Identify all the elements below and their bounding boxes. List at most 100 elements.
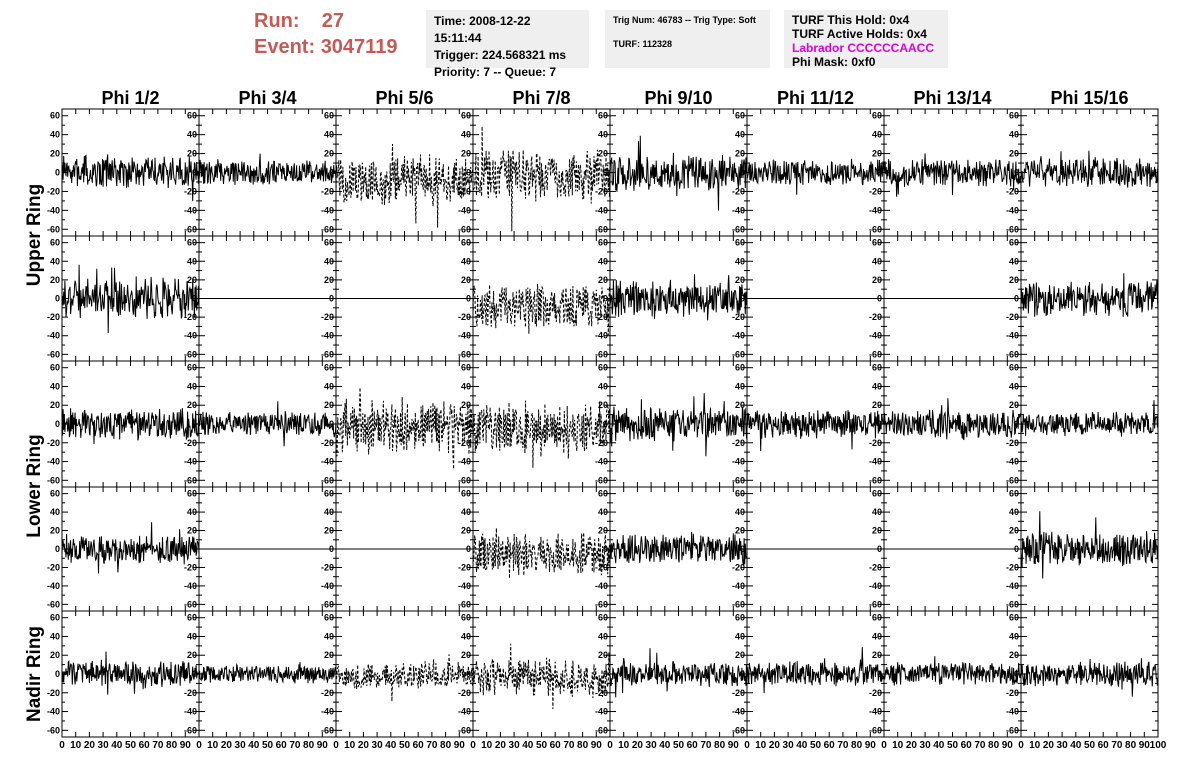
y-tick-label: 20 <box>598 526 608 536</box>
y-tick-label: 20 <box>50 400 60 410</box>
y-tick-label: 40 <box>187 381 197 391</box>
waveform-trace <box>1020 273 1159 317</box>
y-tick-label: 20 <box>735 275 745 285</box>
x-tick-label: 30 <box>646 740 658 751</box>
waveform-trace <box>1020 658 1159 697</box>
x-tick-label: 50 <box>1084 740 1096 751</box>
y-tick-label: 40 <box>735 631 745 641</box>
y-tick-label: 0 <box>329 168 334 178</box>
y-tick-label: -20 <box>732 688 745 698</box>
y-tick-label: 40 <box>735 507 745 517</box>
y-tick-label: -20 <box>732 562 745 572</box>
y-tick-label: 60 <box>461 111 471 121</box>
y-tick-label: 60 <box>187 613 197 623</box>
y-tick-label: 0 <box>877 168 882 178</box>
x-tick-label: 20 <box>221 740 233 751</box>
y-tick-label: 60 <box>1009 111 1019 121</box>
x-tick-label: 10 <box>755 740 767 751</box>
y-tick-label: -20 <box>869 312 882 322</box>
waveform-trace <box>335 654 474 702</box>
y-tick-label: 20 <box>461 526 471 536</box>
run-event-block: Run: 27 Event: 3047119 <box>254 8 397 60</box>
y-tick-label: 40 <box>461 631 471 641</box>
y-tick-label: 20 <box>598 650 608 660</box>
y-tick-label: -60 <box>458 599 471 609</box>
trig-num-line: Trig Num: 46783 -- Trig Type: Soft <box>613 15 756 25</box>
y-tick-label: 40 <box>461 256 471 266</box>
y-tick-label: -60 <box>1006 224 1019 234</box>
y-tick-label: -20 <box>321 312 334 322</box>
y-tick-label: -20 <box>47 186 60 196</box>
y-tick-label: -20 <box>184 312 197 322</box>
y-tick-label: 60 <box>187 363 197 373</box>
x-tick-label: 80 <box>714 740 726 751</box>
y-tick-label: 0 <box>55 669 60 679</box>
x-tick-label: 20 <box>1043 740 1055 751</box>
y-tick-label: -40 <box>869 205 882 215</box>
x-tick-label: 40 <box>385 740 397 751</box>
y-tick-label: 20 <box>598 149 608 159</box>
y-tick-label: -20 <box>458 312 471 322</box>
x-tick-label: 30 <box>783 740 795 751</box>
y-tick-label: 0 <box>1014 419 1019 429</box>
y-tick-label: -60 <box>595 224 608 234</box>
y-tick-label: 60 <box>461 363 471 373</box>
x-tick-label: 20 <box>495 740 507 751</box>
y-tick-label: -60 <box>184 599 197 609</box>
x-tick-label: 60 <box>824 740 836 751</box>
y-tick-label: 60 <box>735 111 745 121</box>
y-tick-label: 20 <box>1009 650 1019 660</box>
y-tick-label: -60 <box>732 599 745 609</box>
y-tick-label: 60 <box>324 238 334 248</box>
y-tick-label: -20 <box>458 562 471 572</box>
y-tick-label: 40 <box>461 130 471 140</box>
y-tick-label: 20 <box>735 149 745 159</box>
y-tick-label: 20 <box>461 400 471 410</box>
x-tick-label: 50 <box>536 740 548 751</box>
y-tick-label: -20 <box>595 688 608 698</box>
y-tick-label: 0 <box>740 669 745 679</box>
y-tick-label: 40 <box>50 130 60 140</box>
y-tick-label: -20 <box>1006 562 1019 572</box>
waveform-trace <box>883 656 1022 686</box>
column-header: Phi 7/8 <box>512 88 570 108</box>
y-tick-label: 60 <box>187 111 197 121</box>
y-tick-label: 20 <box>735 650 745 660</box>
x-tick-label: 10 <box>207 740 219 751</box>
waveform-trace <box>472 400 611 468</box>
y-tick-label: 60 <box>1009 363 1019 373</box>
y-tick-label: 0 <box>55 419 60 429</box>
waveform-trace <box>472 126 611 232</box>
y-tick-label: 60 <box>187 489 197 499</box>
y-tick-label: 40 <box>1009 631 1019 641</box>
y-tick-label: -40 <box>732 331 745 341</box>
y-tick-label: -20 <box>732 186 745 196</box>
y-tick-label: 40 <box>872 256 882 266</box>
y-tick-label: 20 <box>872 526 882 536</box>
y-tick-label: -40 <box>47 331 60 341</box>
priority-line: Priority: 7 -- Queue: 7 <box>434 65 557 79</box>
y-tick-label: 60 <box>50 238 60 248</box>
y-tick-label: 40 <box>735 256 745 266</box>
x-tick-label: 30 <box>920 740 932 751</box>
x-tick-label: 70 <box>152 740 164 751</box>
y-tick-label: 40 <box>598 256 608 266</box>
x-tick-label: 90 <box>1002 740 1014 751</box>
y-tick-label: 60 <box>324 363 334 373</box>
y-tick-label: 20 <box>324 526 334 536</box>
y-tick-label: 60 <box>50 489 60 499</box>
y-tick-label: -20 <box>458 438 471 448</box>
y-tick-label: -60 <box>321 349 334 359</box>
y-tick-label: -20 <box>595 312 608 322</box>
y-tick-label: -40 <box>1006 707 1019 717</box>
x-tick-label: 60 <box>550 740 562 751</box>
y-tick-label: -60 <box>1006 475 1019 485</box>
x-tick-label: 40 <box>796 740 808 751</box>
y-tick-label: 60 <box>50 111 60 121</box>
y-tick-label: -20 <box>184 562 197 572</box>
y-tick-label: 40 <box>872 130 882 140</box>
y-tick-label: 40 <box>461 381 471 391</box>
y-tick-label: 40 <box>872 631 882 641</box>
y-tick-label: -20 <box>321 688 334 698</box>
x-tick-label: 20 <box>84 740 96 751</box>
